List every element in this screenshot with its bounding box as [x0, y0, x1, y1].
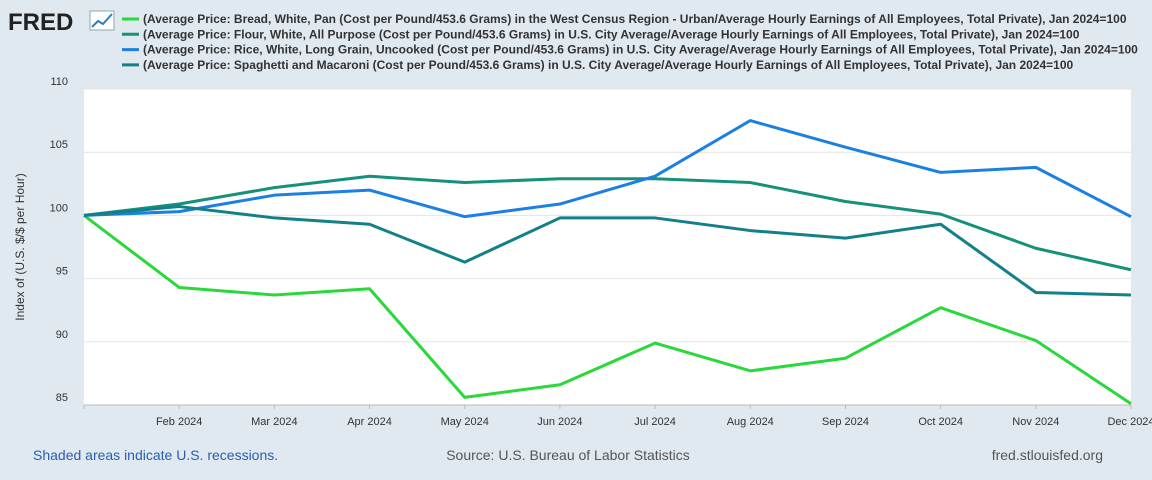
plot-area — [84, 89, 1131, 405]
logo-icon — [89, 10, 115, 31]
x-tick-label: Oct 2024 — [918, 416, 963, 428]
x-tick-label: May 2024 — [441, 416, 489, 428]
y-tick-label: 85 — [56, 392, 68, 404]
site-url[interactable]: fred.stlouisfed.org — [992, 447, 1103, 463]
legend-label: (Average Price: Bread, White, Pan (Cost … — [143, 12, 1127, 26]
recession-note[interactable]: Shaded areas indicate U.S. recessions. — [33, 447, 278, 463]
x-tick-label: Jul 2024 — [634, 416, 676, 428]
x-tick-label: Apr 2024 — [347, 416, 392, 428]
x-tick-label: Jun 2024 — [537, 416, 582, 428]
y-tick-label: 100 — [50, 202, 68, 214]
x-tick-label: Mar 2024 — [251, 416, 297, 428]
x-tick-label: Feb 2024 — [156, 416, 202, 428]
x-tick-label: Dec 2024 — [1107, 416, 1152, 428]
x-tick-label: Sep 2024 — [822, 416, 869, 428]
y-tick-label: 95 — [56, 266, 68, 278]
source: Source: U.S. Bureau of Labor Statistics — [446, 447, 690, 463]
legend-label: (Average Price: Rice, White, Long Grain,… — [143, 43, 1138, 57]
x-tick-label: Nov 2024 — [1012, 416, 1059, 428]
data-line — [83, 205, 1132, 297]
data-line — [83, 119, 1132, 219]
legend-label: (Average Price: Spaghetti and Macaroni (… — [143, 58, 1074, 72]
data-line — [83, 174, 1132, 272]
y-tick-label: 105 — [50, 139, 68, 151]
legend-label: (Average Price: Flour, White, All Purpos… — [143, 27, 1080, 41]
y-tick-label: 90 — [56, 329, 68, 341]
y-tick-label: 110 — [50, 76, 68, 88]
data-line — [83, 214, 1132, 405]
y-axis-label: Index of (U.S. $/$ per Hour) — [13, 173, 27, 320]
x-tick-label: Aug 2024 — [727, 416, 774, 428]
logo[interactable]: FRED — [8, 9, 73, 36]
